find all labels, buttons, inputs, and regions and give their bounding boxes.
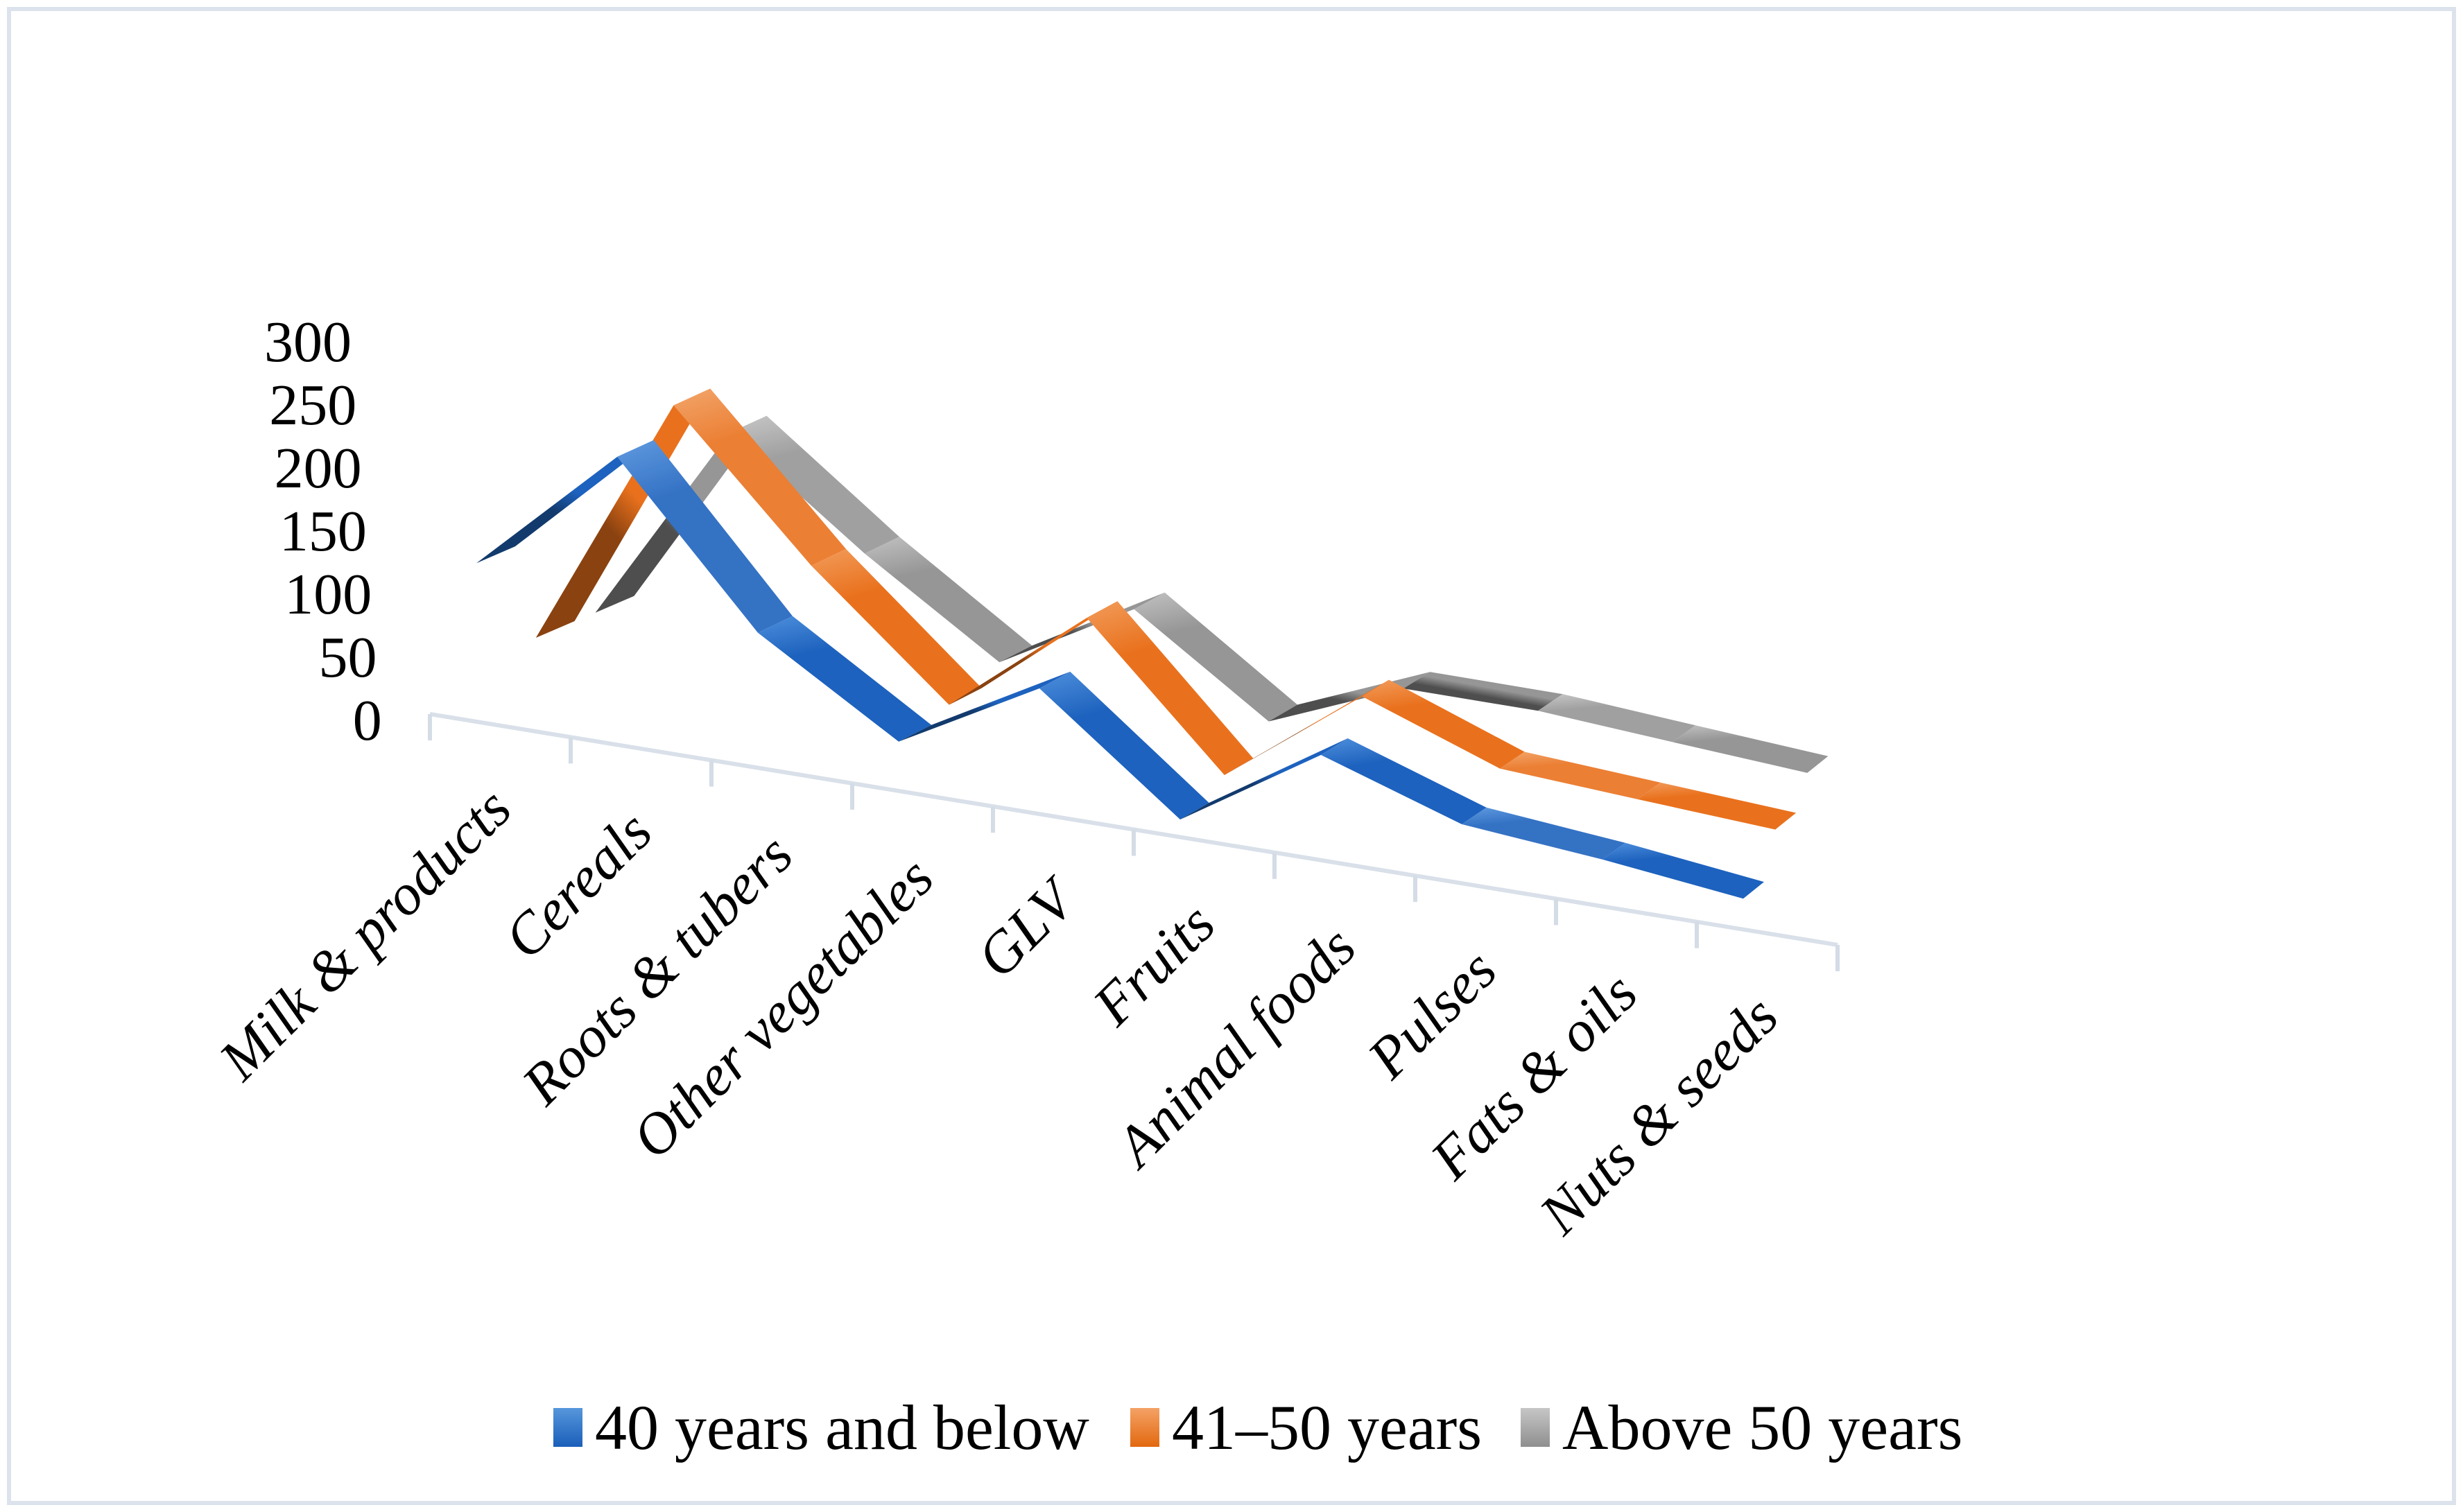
ribbon-segment	[1134, 592, 1298, 722]
legend-label: 41–50 years	[1172, 1392, 1483, 1463]
ribbon-segment	[617, 440, 793, 633]
ribbon-segment-sheen	[617, 440, 793, 633]
category-label: GLV	[965, 864, 1091, 990]
ribbon-segment	[729, 415, 899, 554]
ribbon-segment-sheen	[1462, 807, 1625, 860]
y-axis-tick-label: 50	[319, 625, 377, 690]
y-axis-tick-label: 200	[275, 436, 362, 501]
legend-item-1: 40 years and below	[553, 1389, 1089, 1466]
series-ribbon-1	[476, 440, 1764, 899]
ribbon-segment	[1039, 671, 1209, 820]
ribbon-segment	[1500, 751, 1661, 799]
ribbon-segment	[865, 537, 1032, 663]
x-axis	[428, 712, 1840, 971]
ribbon-segment-sheen	[673, 388, 846, 566]
ribbon-segment	[673, 388, 846, 566]
ribbon-segment	[1602, 842, 1764, 899]
ribbon-segment	[1538, 694, 1696, 742]
y-axis-tick-label: 0	[353, 688, 382, 753]
legend-marker-icon	[1521, 1408, 1550, 1447]
category-label: Other vegetables	[620, 845, 946, 1171]
ribbon-segment	[1673, 725, 1829, 773]
ribbon-segment	[1224, 679, 1389, 775]
legend-item-3: Above 50 years	[1521, 1389, 1962, 1466]
ribbon-segment	[1180, 738, 1348, 820]
legend: 40 years and below 41–50 years Above 50 ye…	[0, 1389, 2463, 1472]
ribbon-segment	[811, 548, 982, 705]
category-label: Pulses	[1355, 937, 1509, 1091]
legend-label: Above 50 years	[1562, 1392, 1963, 1463]
y-axis-tick-label: 300	[264, 310, 352, 374]
legend-label: 40 years and below	[595, 1392, 1089, 1463]
ribbon-segment	[899, 671, 1071, 742]
series-ribbon-2	[535, 388, 1797, 830]
ribbon-segment	[1637, 782, 1797, 830]
ribbon-segment	[1087, 601, 1254, 775]
y-axis-tick-label: 100	[284, 562, 372, 627]
ribbon-segment	[1403, 672, 1563, 711]
ribbon-segment	[476, 440, 654, 564]
legend-marker-icon	[553, 1408, 582, 1447]
ribbon-segment-sheen	[1538, 694, 1696, 742]
ribbon-segment	[1462, 807, 1625, 860]
category-label: Fruits	[1080, 892, 1227, 1039]
y-axis-tick-label: 150	[279, 499, 367, 564]
ribbon-segment-sheen	[729, 415, 899, 554]
category-label: Milk & products	[207, 776, 524, 1093]
ribbon-segment	[1321, 738, 1487, 824]
ribbon-segment-sheen	[1500, 751, 1661, 799]
ribbon-segment	[1362, 679, 1525, 769]
legend-item-2: 41–50 years	[1130, 1389, 1482, 1466]
ribbon-segment	[758, 616, 932, 742]
y-axis-tick-label: 250	[269, 373, 356, 437]
ribbon-segment	[949, 601, 1118, 705]
legend-marker-icon	[1130, 1408, 1159, 1447]
ribbon-segment	[535, 388, 711, 638]
